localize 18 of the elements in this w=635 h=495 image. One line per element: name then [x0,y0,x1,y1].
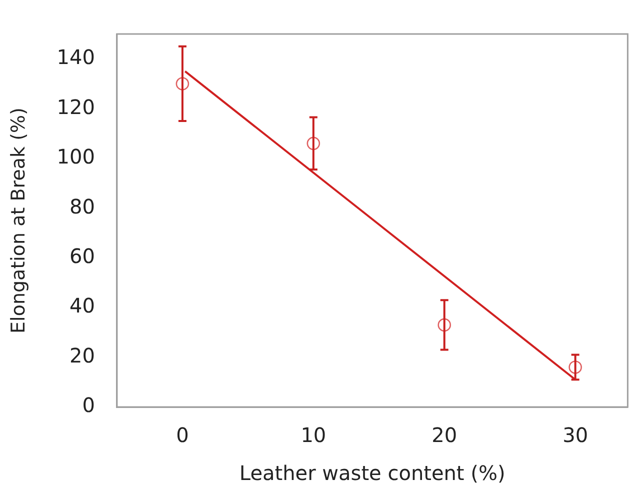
x-tick-label: 30 [562,423,588,448]
y-tick-label: 0 [82,393,95,418]
point [568,360,582,374]
point [176,77,190,90]
x-tick-label: 0 [176,423,189,448]
point [306,136,320,150]
x-tick-label: 10 [300,423,326,448]
y-tick-label: 60 [70,244,95,268]
y-tick-label: 80 [70,194,95,218]
x-axis-title: Leather waste content (%) [239,461,506,486]
x-tick-label: 20 [432,423,458,448]
y-tick-label: 120 [56,94,95,119]
point [438,318,452,332]
y-tick-label: 140 [56,45,95,70]
y-axis-title: Elongation at Break (%) [7,108,30,334]
y-tick-label: 20 [70,343,95,368]
y-tick-label: 40 [70,294,95,318]
y-tick-label: 100 [56,144,95,169]
